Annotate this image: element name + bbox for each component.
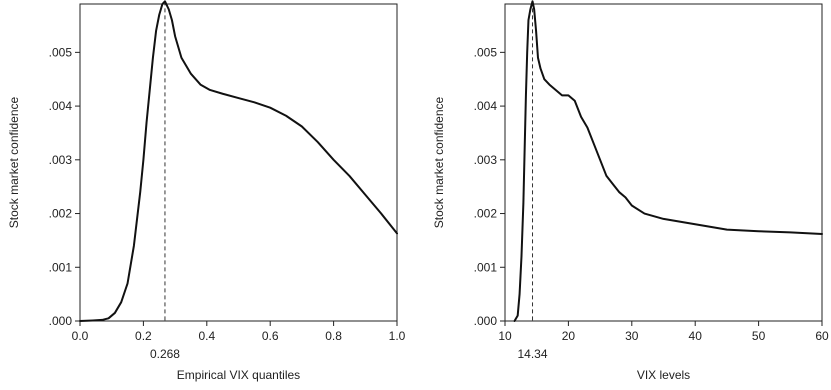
x-tick-label: 0.6	[262, 329, 279, 343]
y-tick-label: .003	[474, 153, 498, 167]
x-tick-label: 1.0	[389, 329, 406, 343]
series-line-1	[513, 0, 823, 322]
y-tick-label: .001	[49, 260, 73, 274]
x-tick-label: 0.8	[325, 329, 342, 343]
plot-frame	[504, 3, 823, 322]
x-tick-label: 0.0	[72, 329, 89, 343]
y-tick-label: .000	[474, 314, 498, 328]
x-axis-title: Empirical VIX quantiles	[177, 368, 300, 382]
y-tick-label: .000	[49, 314, 73, 328]
y-tick-label: .002	[474, 207, 498, 221]
x-tick-label: 30	[625, 329, 639, 343]
y-tick-label: .005	[49, 45, 73, 59]
annotation-label: 0.268	[150, 347, 180, 361]
x-axis-title: VIX levels	[637, 368, 690, 382]
y-tick-label: .004	[49, 99, 73, 113]
x-tick-label: 50	[752, 329, 766, 343]
series-line-1	[79, 0, 398, 322]
x-tick-label: 10	[498, 329, 512, 343]
y-tick-label: .005	[474, 45, 498, 59]
annotation-label: 14.34	[518, 347, 548, 361]
y-tick-label: .002	[49, 207, 73, 221]
x-tick-label: 0.2	[135, 329, 152, 343]
x-tick-label: 20	[562, 329, 576, 343]
x-tick-label: 0.4	[198, 329, 215, 343]
y-tick-label: .001	[474, 260, 498, 274]
x-tick-label: 60	[815, 329, 829, 343]
chart-panel-1: 0.0 0.2 0.4 0.6 0.8 1.0 .000 .001 .002 .003 .004 .0…	[7, 0, 406, 382]
y-axis-title: Stock market confidence	[7, 96, 21, 228]
chart-panel-2: 10 20 30 40 50 60 .000 .001 .002 .003 .004 .005 VIX …	[432, 0, 829, 382]
plot-frame	[79, 3, 398, 322]
y-tick-label: .004	[474, 99, 498, 113]
y-axis-title: Stock market confidence	[432, 96, 446, 228]
y-tick-label: .003	[49, 153, 73, 167]
x-tick-label: 40	[689, 329, 703, 343]
